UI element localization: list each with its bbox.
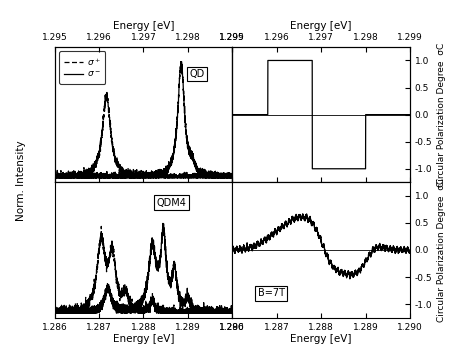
$\sigma^+$: [72, 173, 78, 177]
Text: Norm. Intensity: Norm. Intensity: [16, 140, 27, 221]
$\sigma^-$: [179, 60, 184, 64]
X-axis label: Energy [eV]: Energy [eV]: [291, 21, 352, 31]
Line: $\sigma^-$: $\sigma^-$: [55, 62, 232, 178]
$\sigma^-$: [128, 175, 133, 180]
Text: QD: QD: [189, 69, 204, 79]
Line: $\sigma^+$: $\sigma^+$: [55, 92, 232, 178]
$\sigma^+$: [207, 175, 212, 179]
$\sigma^-$: [82, 175, 88, 180]
$\sigma^+$: [128, 173, 133, 177]
$\sigma^+$: [229, 174, 235, 178]
$\sigma^+$: [226, 175, 232, 180]
$\sigma^-$: [229, 173, 235, 178]
$\sigma^-$: [207, 174, 212, 178]
X-axis label: Energy [eV]: Energy [eV]: [291, 334, 352, 344]
Legend: $\sigma^+$, $\sigma^-$: $\sigma^+$, $\sigma^-$: [59, 52, 106, 84]
X-axis label: Energy [eV]: Energy [eV]: [113, 21, 174, 31]
Y-axis label: Circular Polarization Degree  σC: Circular Polarization Degree σC: [437, 43, 446, 187]
Text: B=7T: B=7T: [258, 288, 285, 298]
$\sigma^-$: [52, 175, 57, 180]
Text: QDM4: QDM4: [157, 197, 187, 208]
$\sigma^-$: [226, 172, 232, 177]
$\sigma^+$: [52, 174, 57, 178]
$\sigma^+$: [52, 175, 57, 180]
$\sigma^+$: [104, 90, 110, 95]
$\sigma^-$: [120, 175, 126, 180]
$\sigma^+$: [82, 173, 88, 178]
X-axis label: Energy [eV]: Energy [eV]: [113, 334, 174, 344]
$\sigma^+$: [120, 167, 126, 171]
Y-axis label: Circular Polarization Degree  σC: Circular Polarization Degree σC: [437, 178, 446, 322]
$\sigma^-$: [72, 175, 78, 180]
